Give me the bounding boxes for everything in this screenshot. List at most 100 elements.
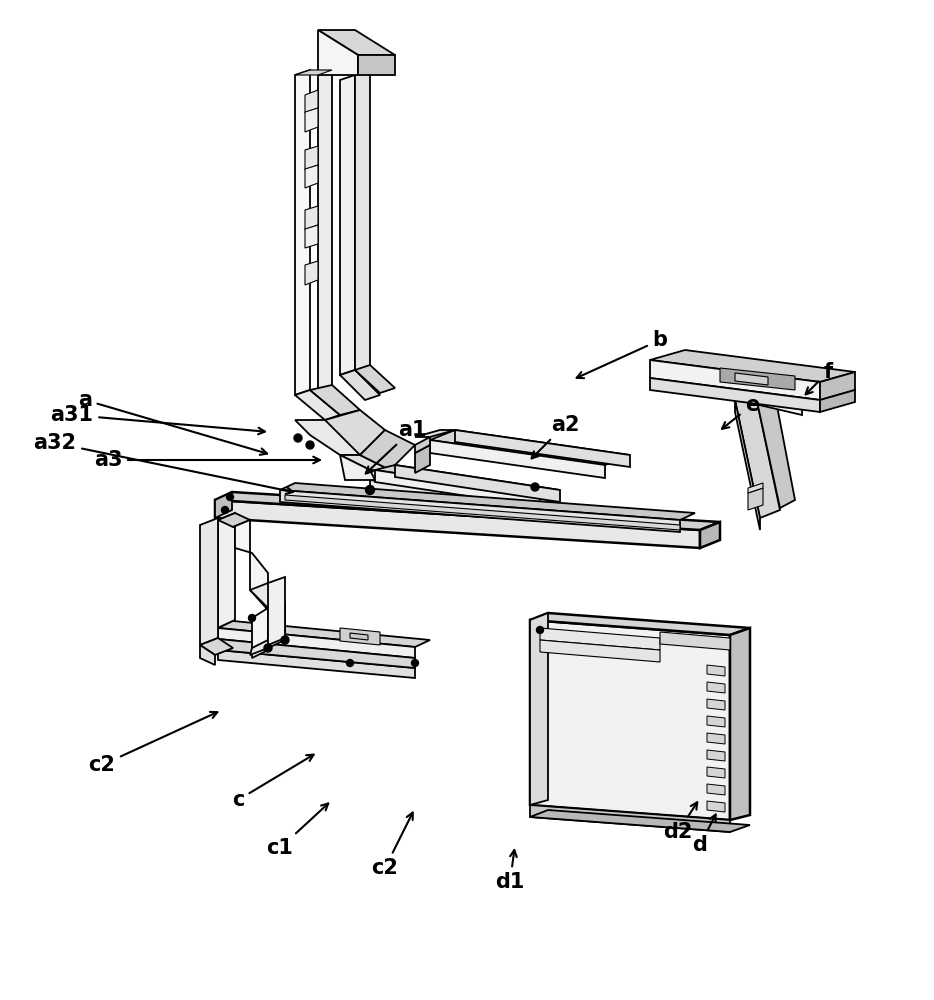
Polygon shape: [370, 475, 555, 505]
Polygon shape: [748, 488, 763, 510]
Polygon shape: [455, 430, 630, 467]
Polygon shape: [530, 620, 730, 820]
Polygon shape: [720, 368, 795, 390]
Polygon shape: [730, 628, 750, 820]
Polygon shape: [540, 628, 660, 650]
Polygon shape: [295, 70, 310, 395]
Polygon shape: [748, 483, 763, 493]
Polygon shape: [430, 440, 605, 478]
Circle shape: [347, 660, 353, 666]
Text: a31: a31: [50, 405, 265, 434]
Polygon shape: [395, 465, 560, 502]
Polygon shape: [707, 767, 725, 778]
Polygon shape: [295, 390, 340, 420]
Polygon shape: [707, 665, 725, 676]
Polygon shape: [735, 373, 768, 385]
Text: a1: a1: [366, 420, 426, 474]
Polygon shape: [250, 583, 285, 655]
Polygon shape: [305, 261, 318, 285]
Polygon shape: [318, 30, 358, 75]
Text: c1: c1: [266, 803, 328, 858]
Text: c: c: [232, 755, 314, 810]
Text: a32: a32: [34, 433, 293, 494]
Polygon shape: [820, 390, 855, 412]
Polygon shape: [530, 613, 750, 635]
Polygon shape: [430, 430, 630, 465]
Text: e: e: [722, 395, 759, 429]
Circle shape: [412, 660, 418, 666]
Polygon shape: [340, 628, 380, 645]
Polygon shape: [295, 420, 360, 455]
Polygon shape: [310, 385, 360, 415]
Polygon shape: [820, 372, 855, 400]
Polygon shape: [350, 633, 368, 640]
Circle shape: [531, 483, 539, 491]
Circle shape: [264, 644, 272, 652]
Circle shape: [221, 506, 229, 514]
Polygon shape: [305, 90, 318, 113]
Polygon shape: [375, 465, 560, 495]
Polygon shape: [650, 378, 820, 412]
Polygon shape: [707, 784, 725, 795]
Polygon shape: [305, 206, 318, 230]
Text: a3: a3: [93, 450, 319, 470]
Circle shape: [294, 434, 302, 442]
Polygon shape: [305, 225, 318, 248]
Polygon shape: [360, 430, 415, 470]
Polygon shape: [280, 483, 695, 520]
Polygon shape: [325, 410, 385, 455]
Circle shape: [248, 614, 256, 621]
Polygon shape: [285, 495, 680, 530]
Polygon shape: [650, 350, 855, 382]
Polygon shape: [540, 640, 660, 662]
Polygon shape: [305, 165, 318, 188]
Polygon shape: [707, 682, 725, 693]
Polygon shape: [707, 733, 725, 744]
Polygon shape: [415, 445, 430, 473]
Polygon shape: [215, 492, 232, 518]
Polygon shape: [735, 400, 760, 530]
Polygon shape: [305, 146, 318, 170]
Text: d2: d2: [663, 802, 697, 842]
Text: c2: c2: [372, 813, 413, 878]
Polygon shape: [280, 490, 680, 532]
Polygon shape: [340, 455, 390, 470]
Polygon shape: [218, 628, 415, 658]
Text: a: a: [78, 390, 267, 455]
Polygon shape: [318, 30, 395, 55]
Text: a2: a2: [531, 415, 579, 458]
Polygon shape: [415, 430, 455, 437]
Polygon shape: [233, 520, 268, 658]
Polygon shape: [268, 577, 285, 645]
Polygon shape: [318, 70, 332, 395]
Polygon shape: [295, 70, 332, 75]
Polygon shape: [660, 632, 730, 650]
Text: d: d: [693, 815, 715, 855]
Polygon shape: [340, 75, 355, 375]
Polygon shape: [358, 55, 395, 75]
Polygon shape: [707, 750, 725, 761]
Text: f: f: [806, 362, 832, 394]
Polygon shape: [755, 392, 802, 415]
Polygon shape: [355, 70, 370, 375]
Circle shape: [227, 493, 234, 500]
Text: d1: d1: [495, 850, 525, 892]
Polygon shape: [218, 513, 235, 628]
Polygon shape: [340, 455, 375, 480]
Polygon shape: [218, 639, 415, 668]
Polygon shape: [340, 370, 380, 400]
Polygon shape: [650, 360, 820, 400]
Polygon shape: [375, 470, 540, 507]
Polygon shape: [755, 385, 795, 508]
Polygon shape: [215, 500, 700, 548]
Polygon shape: [200, 518, 218, 645]
Text: c2: c2: [89, 712, 218, 775]
Circle shape: [536, 626, 544, 634]
Polygon shape: [218, 650, 415, 678]
Polygon shape: [707, 699, 725, 710]
Polygon shape: [735, 392, 780, 518]
Circle shape: [306, 441, 314, 449]
Polygon shape: [305, 108, 318, 132]
Polygon shape: [215, 492, 720, 530]
Polygon shape: [755, 385, 820, 403]
